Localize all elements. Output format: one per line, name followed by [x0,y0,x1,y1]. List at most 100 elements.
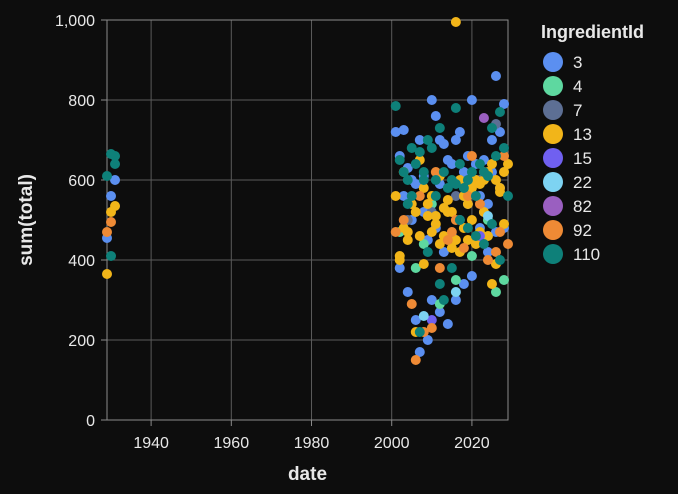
point-ingredient-110 [391,101,401,111]
point-ingredient-92 [459,243,469,253]
point-ingredient-110 [499,143,509,153]
point-ingredient-92 [447,227,457,237]
point-ingredient-13 [487,279,497,289]
point-ingredient-92 [391,227,401,237]
point-ingredient-110 [403,199,413,209]
point-ingredient-3 [439,139,449,149]
legend-label: 15 [573,149,592,168]
legend-label: 110 [573,245,600,264]
point-ingredient-92 [399,215,409,225]
point-ingredient-110 [471,191,481,201]
point-ingredient-92 [411,355,421,365]
point-ingredient-3 [403,287,413,297]
legend-label: 7 [573,101,582,120]
point-ingredient-110 [110,151,120,161]
y-tick-label: 800 [68,93,95,110]
point-ingredient-3 [467,95,477,105]
point-ingredient-82 [479,113,489,123]
y-tick-label: 200 [68,333,95,350]
point-ingredient-13 [443,195,453,205]
point-ingredient-92 [407,299,417,309]
y-tick-label: 0 [86,413,95,430]
legend-label: 4 [573,77,582,96]
point-ingredient-110 [106,251,116,261]
point-ingredient-92 [102,227,112,237]
point-ingredient-13 [451,17,461,27]
legend-swatch [543,244,563,264]
point-ingredient-110 [423,247,433,257]
y-tick-label: 400 [68,253,95,270]
point-ingredient-110 [487,123,497,133]
legend-label: 92 [573,221,592,240]
point-ingredient-3 [431,111,441,121]
point-ingredient-110 [431,191,441,201]
point-ingredient-110 [415,147,425,157]
point-ingredient-22 [419,311,429,321]
y-tick-label: 600 [68,173,95,190]
point-ingredient-110 [503,191,513,201]
point-ingredient-22 [451,287,461,297]
point-ingredient-13 [391,191,401,201]
legend-swatch [543,52,563,72]
point-ingredient-13 [427,227,437,237]
x-tick-label: 1940 [133,435,169,452]
axes: 1940 1960 1980 2000 202002004006008001,000da… [16,13,508,485]
point-ingredient-3 [399,125,409,135]
point-ingredient-92 [435,263,445,273]
point-ingredient-110 [411,159,421,169]
point-ingredient-3 [443,319,453,329]
legend-swatch [543,124,563,144]
point-ingredient-110 [455,215,465,225]
legend-label: 82 [573,197,592,216]
point-ingredient-92 [495,227,505,237]
point-ingredient-110 [483,171,493,181]
point-ingredient-110 [419,175,429,185]
point-ingredient-3 [487,135,497,145]
point-ingredient-110 [435,123,445,133]
x-tick-label: 2020 [454,435,490,452]
y-axis-title: sum(total) [16,174,37,266]
legend-swatch [543,172,563,192]
legend-swatch [543,148,563,168]
point-ingredient-92 [427,323,437,333]
x-axis-title: date [288,464,327,485]
legend-label: 13 [573,125,592,144]
point-ingredient-13 [403,235,413,245]
point-ingredient-4 [451,275,461,285]
point-ingredient-110 [455,159,465,169]
grid [107,20,508,420]
point-ingredient-110 [471,231,481,241]
point-ingredient-110 [439,167,449,177]
point-ingredient-13 [395,255,405,265]
point-ingredient-3 [427,95,437,105]
legend-swatch [543,196,563,216]
point-ingredient-3 [467,271,477,281]
point-ingredient-110 [431,175,441,185]
x-tick-label: 2000 [374,435,410,452]
point-ingredient-110 [395,155,405,165]
point-ingredient-110 [495,107,505,117]
point-ingredient-110 [491,151,501,161]
plot-frame [107,20,508,420]
point-ingredient-13 [423,211,433,221]
y-tick-label: 1,000 [55,13,95,30]
point-ingredient-13 [415,231,425,241]
legend-label: 3 [573,53,582,72]
point-ingredient-110 [427,143,437,153]
point-ingredient-13 [443,207,453,217]
point-ingredient-110 [415,327,425,337]
point-ingredient-110 [451,103,461,113]
point-ingredient-3 [106,191,116,201]
legend-swatch [543,100,563,120]
point-ingredient-110 [435,279,445,289]
point-ingredient-4 [467,251,477,261]
point-ingredient-13 [110,201,120,211]
point-ingredient-110 [487,219,497,229]
point-ingredient-110 [479,239,489,249]
point-ingredient-92 [503,239,513,249]
legend-label: 22 [573,173,592,192]
point-ingredient-110 [463,223,473,233]
point-ingredient-110 [439,295,449,305]
legend-swatch [543,76,563,96]
